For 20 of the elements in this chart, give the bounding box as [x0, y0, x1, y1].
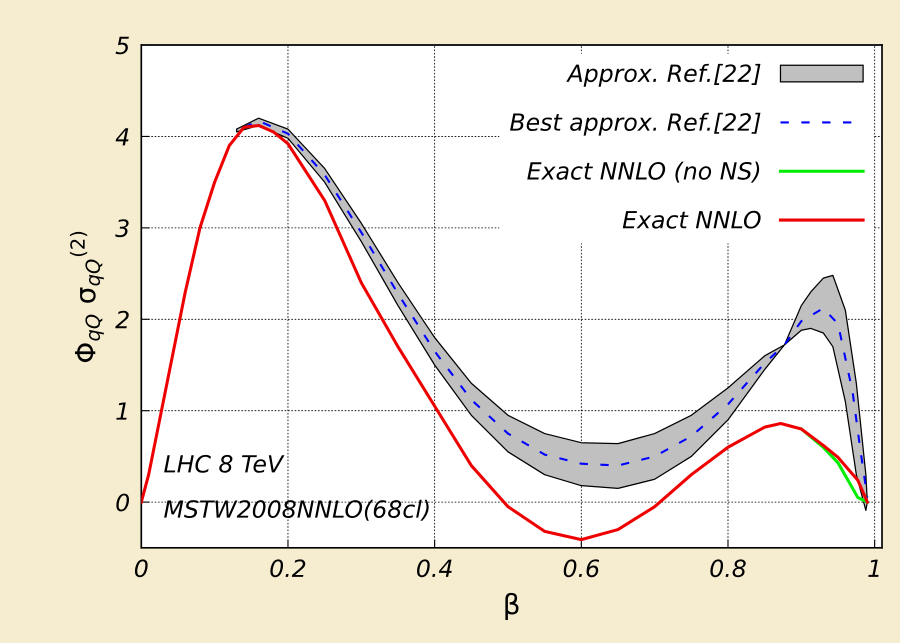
x-axis-title: β — [505, 592, 519, 620]
annotation: LHC 8 TeV — [164, 454, 284, 473]
x-tick-label: 0.8 — [710, 559, 746, 578]
legend-label: Exact NNLO — [622, 210, 761, 229]
x-tick-label: 0 — [134, 559, 148, 578]
y-tick-label: 1 — [116, 402, 127, 420]
x-tick-label: 1 — [868, 560, 879, 577]
annotation: MSTW2008NNLO(68cl) — [164, 500, 429, 521]
y-tick-label: 3 — [115, 219, 129, 238]
y-tick-label: 4 — [116, 128, 129, 146]
y-tick-label: 2 — [115, 310, 129, 328]
x-tick-label: 0.4 — [417, 559, 452, 578]
y-axis-title: Φ$_{qQ}$ σ$_{qQ}$$^{(2)}$ — [70, 232, 104, 362]
legend-label: Best approx. Ref.[22] — [510, 112, 760, 136]
y-tick-label: 0 — [116, 494, 129, 512]
y-tick-label: 5 — [116, 36, 129, 54]
x-tick-label: 0.6 — [564, 559, 600, 578]
legend-label: Approx. Ref.[22] — [566, 64, 760, 87]
x-tick-label: 0.2 — [270, 559, 306, 578]
legend-label: Exact NNLO (no NS) — [527, 162, 760, 183]
